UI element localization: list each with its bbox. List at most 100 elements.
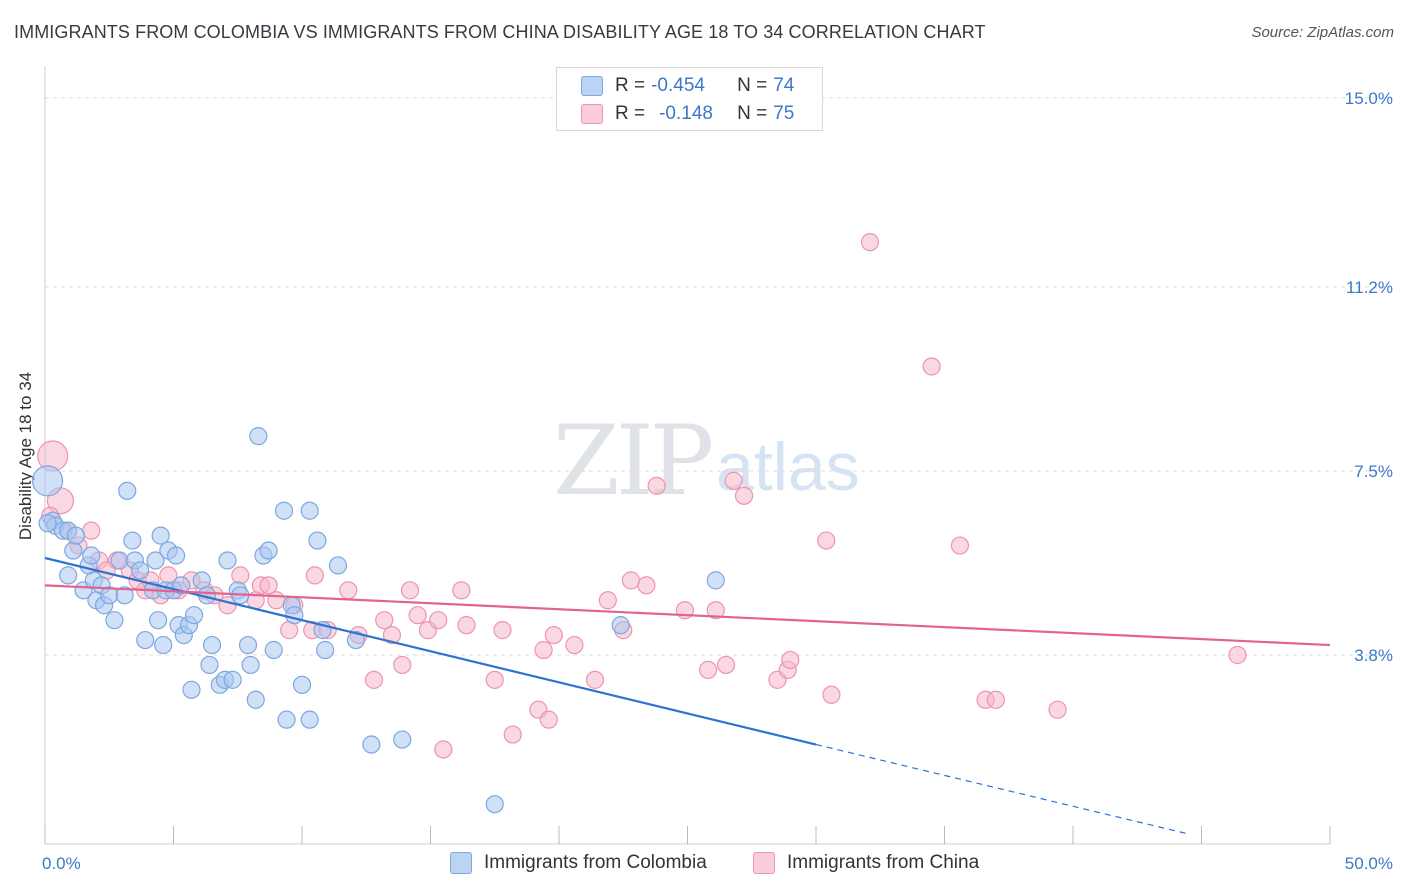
china-point (986, 690, 1006, 709)
china-point (452, 581, 471, 600)
colombia-point (308, 531, 327, 550)
china-point (457, 616, 476, 635)
china-point (1228, 645, 1247, 665)
legend-item-colombia: Immigrants from Colombia (450, 852, 707, 874)
china-point (259, 576, 278, 595)
china-point (503, 725, 522, 744)
legend-r-value: -0.148 (659, 103, 713, 124)
y-tick-label: 11.2% (1346, 278, 1393, 297)
legend-n-value: 75 (773, 103, 795, 124)
colombia-point (151, 526, 170, 545)
legend-swatch-china (753, 852, 775, 874)
colombia-point (246, 690, 265, 709)
china-point (231, 566, 250, 585)
china-point (565, 635, 584, 655)
legend-r-value: -0.454 (651, 75, 705, 96)
colombia-point (259, 541, 278, 560)
colombia-point (202, 635, 222, 655)
china-point (393, 655, 412, 675)
colombia-point (218, 551, 237, 570)
legend-label-colombia: Immigrants from Colombia (484, 852, 707, 873)
legend-swatch-colombia (581, 76, 603, 96)
china-point (493, 621, 512, 640)
china-point (724, 471, 743, 490)
china-trend-line (44, 584, 1331, 647)
colombia-point (166, 546, 186, 565)
legend-r-label: R = (615, 103, 646, 124)
china-point (408, 606, 427, 625)
china-point (339, 581, 358, 600)
colombia-point (241, 655, 260, 675)
china-point (637, 576, 656, 595)
legend-r-label: R = (615, 75, 646, 96)
colombia-point (362, 735, 381, 754)
source-note: Source: ZipAtlas.com (1251, 24, 1394, 41)
colombia-point (393, 730, 412, 749)
china-point (698, 660, 718, 680)
colombia-point (154, 635, 173, 655)
colombia-point (115, 586, 134, 605)
colombia-point (130, 561, 150, 580)
colombia-point (182, 680, 201, 699)
china-point (400, 581, 420, 600)
colombia-point (38, 514, 57, 533)
colombia-point (31, 465, 64, 497)
colombia-trend-line (44, 556, 817, 746)
china-point (364, 670, 384, 689)
china-point (922, 357, 941, 376)
correlation-legend: R = -0.454 N = 74 R = -0.148 N = 75 (556, 67, 823, 131)
colombia-point (136, 630, 155, 650)
china-point (781, 650, 800, 670)
china-point (598, 591, 617, 610)
china-point (82, 521, 101, 540)
colombia-point (59, 566, 78, 585)
colombia-point (706, 571, 725, 590)
china-point (621, 571, 641, 590)
legend-item-china: Immigrants from China (753, 852, 979, 874)
china-point (382, 625, 402, 645)
china-point (734, 486, 754, 505)
colombia-point (82, 546, 101, 565)
china-point (585, 670, 605, 689)
legend-n-label: N = (737, 75, 768, 96)
x-tick-label: 50.0% (1345, 854, 1393, 873)
china-point (822, 685, 841, 704)
china-point (305, 566, 324, 585)
colombia-point (200, 655, 219, 675)
china-point (817, 531, 836, 550)
china-point (860, 233, 880, 252)
legend-row-colombia: R = -0.454 N = 74 (581, 73, 794, 99)
china-point (434, 740, 453, 759)
china-point (647, 476, 666, 495)
china-point (485, 670, 504, 689)
series-legend: Immigrants from Colombia Immigrants from… (0, 852, 1406, 878)
china-point (267, 591, 286, 610)
china-point (544, 625, 563, 645)
china-point (375, 611, 394, 630)
y-tick-label: 7.5% (1354, 462, 1393, 481)
legend-swatch-colombia (450, 852, 472, 874)
tick-labels: 3.8% 7.5% 11.2% 15.0% 0.0% 50.0% (42, 89, 1393, 873)
colombia-point (274, 501, 294, 520)
colombia-point (105, 611, 124, 630)
axes (44, 66, 1331, 845)
colombia-point (300, 501, 319, 520)
y-tick-label: 3.8% (1354, 646, 1393, 665)
chart-title: IMMIGRANTS FROM COLOMBIA VS IMMIGRANTS F… (14, 22, 986, 42)
china-point (429, 611, 448, 630)
china-point (706, 601, 725, 620)
colombia-point (238, 635, 258, 655)
trend-lines (44, 556, 1331, 835)
colombia-point (611, 616, 630, 635)
colombia-point (148, 611, 168, 630)
legend-n-label: N = (737, 103, 768, 124)
china-point (534, 640, 553, 660)
legend-swatch-china (581, 104, 603, 124)
colombia-point (316, 640, 335, 660)
colombia-point (277, 710, 296, 729)
colombia-trend-extension (815, 743, 1189, 835)
colombia-point (223, 670, 242, 689)
colombia-point (285, 606, 304, 625)
colombia-point (292, 675, 312, 694)
